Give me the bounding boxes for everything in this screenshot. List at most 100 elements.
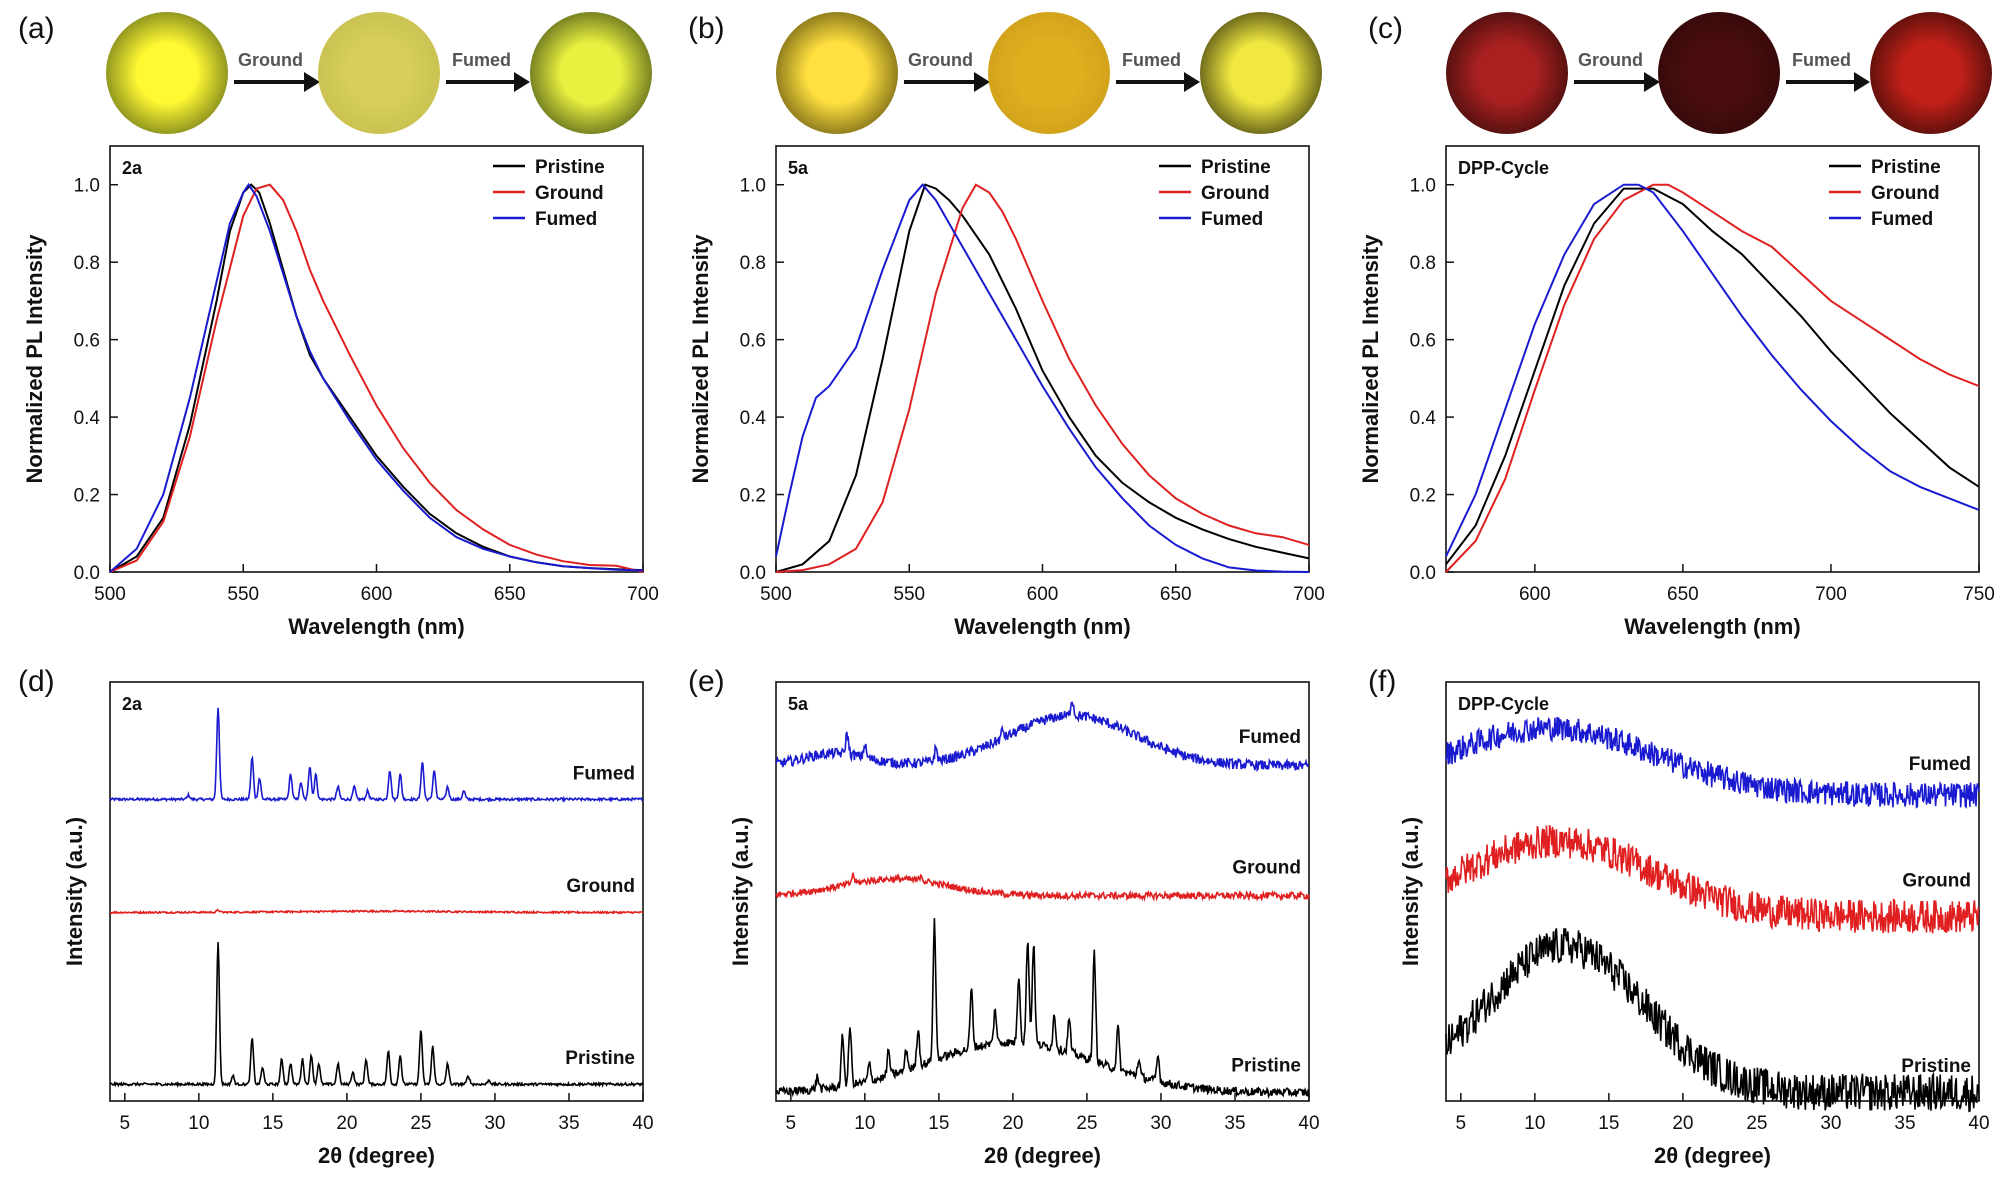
series-line-ground: [1445, 183, 1980, 573]
y-tick-label: 0.2: [740, 486, 766, 507]
trace-pristine: [109, 942, 644, 1088]
legend-entry-pristine: Pristine: [535, 157, 605, 178]
y-tick-label: 0.8: [74, 253, 100, 274]
trace-pristine: [775, 918, 1310, 1100]
x-tick-label: 40: [1298, 1113, 1319, 1134]
y-tick-label: 0.0: [1410, 563, 1436, 584]
compound-label: 2a: [122, 694, 143, 714]
y-tick-label: 0.8: [1410, 253, 1436, 274]
photo-fumed-2a: [530, 12, 652, 134]
trace-fumed: [109, 707, 644, 804]
x-tick-label: 40: [632, 1113, 653, 1134]
y-tick-label: 0.8: [740, 253, 766, 274]
x-tick-label: 35: [558, 1113, 579, 1134]
x-tick-label: 20: [336, 1113, 357, 1134]
x-tick-label: 600: [1027, 584, 1059, 605]
y-tick-label: 0.4: [740, 408, 767, 429]
compound-label: DPP-Cycle: [1458, 158, 1549, 178]
trace-label-fumed: Fumed: [573, 764, 635, 785]
plot-frame: [1445, 145, 1980, 573]
x-axis-label: Wavelength (nm): [954, 614, 1130, 639]
arrow-label-ground: Ground: [1578, 50, 1643, 70]
y-axis-label: Normalized PL Intensity: [22, 234, 47, 484]
x-tick-label: 25: [1746, 1113, 1767, 1134]
y-tick-label: 0.0: [740, 563, 766, 584]
x-tick-label: 700: [1815, 584, 1847, 605]
y-tick-label: 0.6: [74, 331, 100, 352]
series-line-ground: [109, 183, 644, 573]
x-tick-label: 650: [1160, 584, 1192, 605]
panel-label-d: (d): [18, 665, 55, 698]
x-axis-label: 2θ (degree): [1654, 1143, 1771, 1168]
arrow-label-ground: Ground: [238, 50, 303, 70]
y-tick-label: 0.6: [1410, 331, 1436, 352]
x-tick-label: 10: [1524, 1113, 1545, 1134]
legend-entry-fumed: Fumed: [1201, 209, 1263, 230]
x-tick-label: 30: [1820, 1113, 1841, 1134]
trace-label-pristine: Pristine: [1231, 1055, 1301, 1076]
x-tick-label: 600: [1519, 584, 1551, 605]
photo-pristine-2a: [106, 12, 228, 134]
y-axis-label: Intensity (a.u.): [62, 817, 87, 966]
photo-pristine-5a: [776, 12, 898, 134]
legend-entry-pristine: Pristine: [1201, 157, 1271, 178]
y-tick-label: 1.0: [74, 176, 100, 197]
x-tick-label: 40: [1968, 1113, 1989, 1134]
photo-pristine-dpp: [1446, 12, 1568, 134]
x-tick-label: 750: [1963, 584, 1995, 605]
arrow-icon: [1116, 72, 1200, 92]
legend-entry-ground: Ground: [1201, 183, 1270, 204]
arrow-label-fumed: Fumed: [1122, 50, 1182, 70]
photo-ground-2a: [318, 12, 440, 134]
x-tick-label: 550: [893, 584, 925, 605]
photo-ground-dpp: [1658, 12, 1780, 134]
trace-label-pristine: Pristine: [565, 1048, 635, 1069]
arrow-label-fumed: Fumed: [1792, 50, 1852, 70]
panel-label-e: (e): [688, 665, 725, 698]
legend-entry-pristine: Pristine: [1871, 157, 1941, 178]
series-line-pristine: [775, 183, 1310, 573]
legend-entry-fumed: Fumed: [535, 209, 597, 230]
trace-fumed: [775, 701, 1310, 773]
chart-3: 600 650 700 750 0.0 0.2 0.4 0.6 0.8 1.0 Wavelength…: [1358, 145, 1995, 639]
arrow-icon: [1574, 72, 1660, 92]
x-tick-label: 35: [1894, 1113, 1915, 1134]
arrow-icon: [1786, 72, 1870, 92]
y-tick-label: 1.0: [740, 176, 766, 197]
legend-entry-ground: Ground: [1871, 183, 1940, 204]
chart-4: 5 10 15 20 25 30 35 40 2θ (degree) Intensity (a.u…: [62, 681, 654, 1168]
photo-ground-5a: [988, 12, 1110, 134]
series-line-fumed: [775, 183, 1310, 573]
trace-label-pristine: Pristine: [1901, 1056, 1971, 1077]
y-tick-label: 0.2: [74, 486, 100, 507]
trace-ground: [110, 908, 644, 915]
compound-label: DPP-Cycle: [1458, 694, 1549, 714]
y-axis-label: Intensity (a.u.): [1398, 817, 1423, 966]
x-tick-label: 650: [494, 584, 526, 605]
legend-entry-ground: Ground: [535, 183, 604, 204]
chart-1: 500 550 600 650 700 0.0 0.2 0.4 0.6 0.8 1.0 Wavelen…: [22, 145, 659, 639]
x-tick-label: 30: [1150, 1113, 1171, 1134]
photo-strip-c: Ground Fumed: [1446, 8, 2005, 138]
photo-strip-a: Ground Fumed: [106, 8, 666, 138]
chart-6: 5 10 15 20 25 30 35 40 2θ (degree) Intensity (a.u…: [1398, 681, 1990, 1168]
arrow-icon: [446, 72, 530, 92]
x-tick-label: 5: [120, 1113, 131, 1134]
series-line-ground: [775, 183, 1310, 573]
plot-frame: [109, 681, 644, 1102]
series-line-fumed: [1445, 183, 1980, 557]
x-tick-label: 25: [1076, 1113, 1097, 1134]
y-axis-label: Intensity (a.u.): [728, 817, 753, 966]
chart-5: 5 10 15 20 25 30 35 40 2θ (degree) Intensity (a.u…: [728, 681, 1320, 1168]
arrow-label-ground: Ground: [908, 50, 973, 70]
panel-label-b: (b): [688, 12, 725, 45]
panel-label-a: (a): [18, 12, 55, 45]
trace-label-ground: Ground: [1232, 858, 1301, 879]
y-tick-label: 1.0: [1410, 176, 1436, 197]
x-tick-label: 20: [1672, 1113, 1693, 1134]
x-tick-label: 35: [1224, 1113, 1245, 1134]
x-tick-label: 25: [410, 1113, 431, 1134]
plot-frame: [775, 681, 1310, 1102]
photo-strip-b: Ground Fumed: [776, 8, 1336, 138]
